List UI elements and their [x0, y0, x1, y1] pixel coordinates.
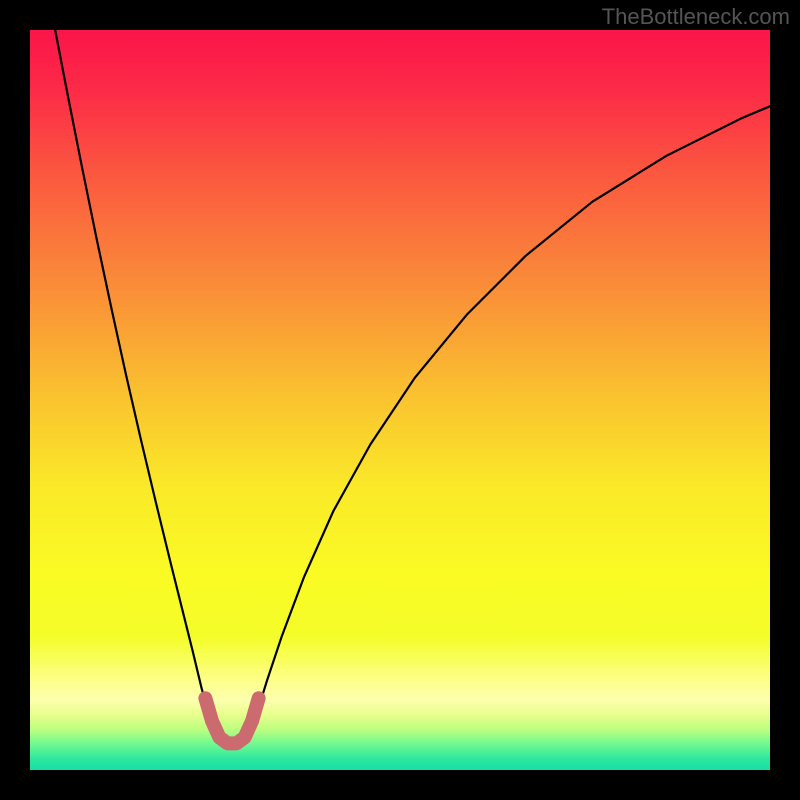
bottleneck-chart — [0, 0, 800, 800]
chart-wrapper: TheBottleneck.com — [0, 0, 800, 800]
watermark-text: TheBottleneck.com — [602, 4, 790, 30]
